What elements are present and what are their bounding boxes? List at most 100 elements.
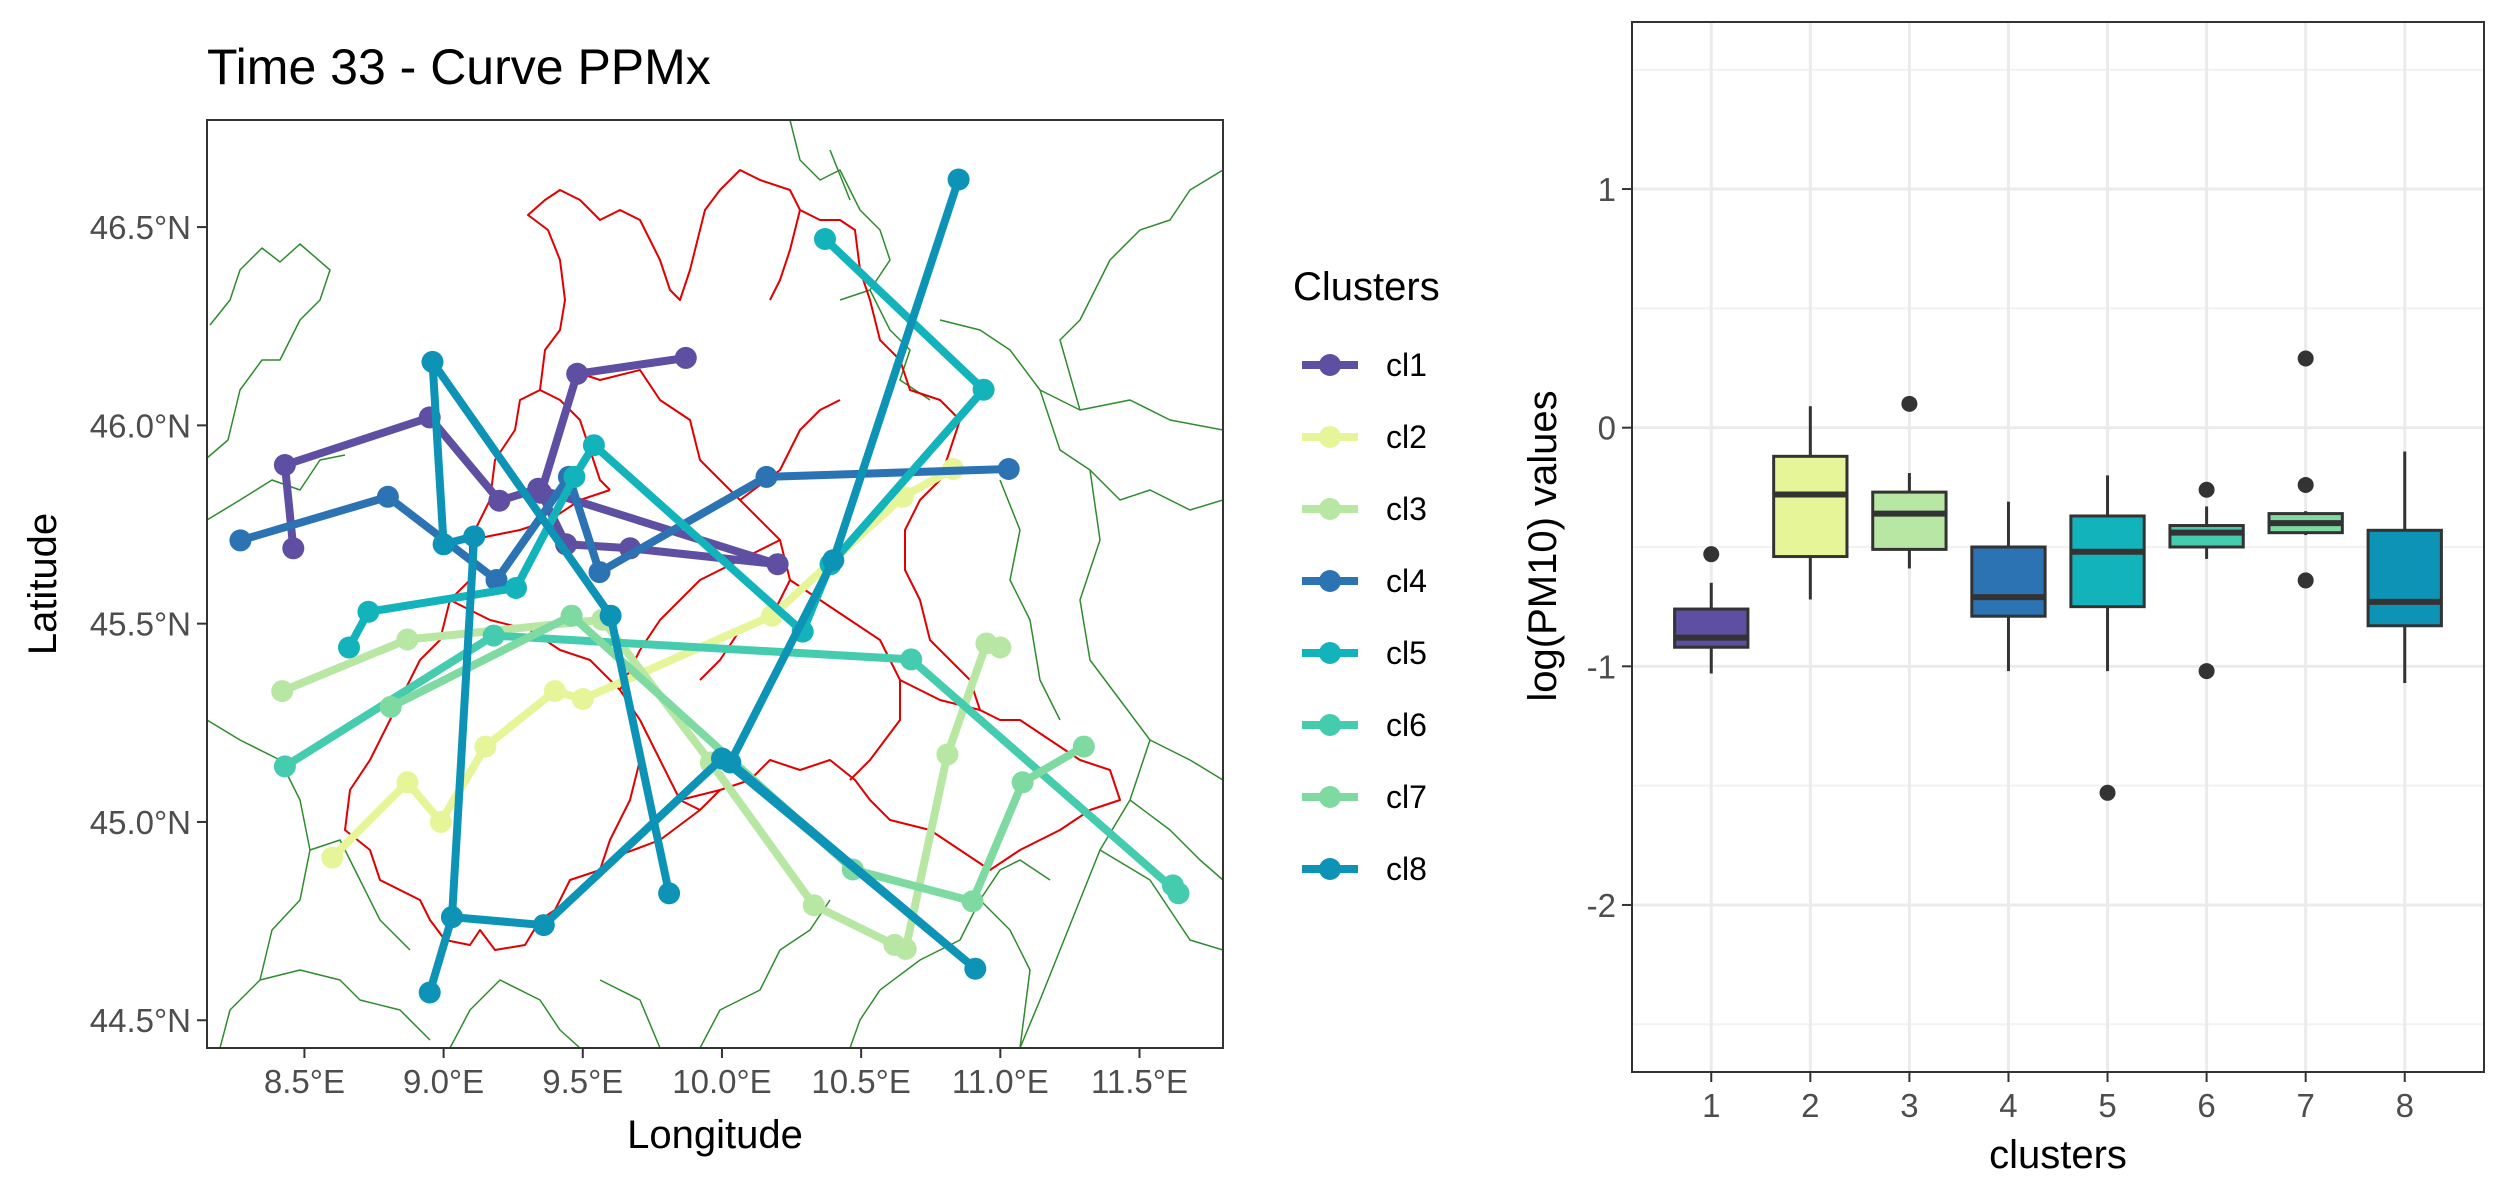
legend-key-point (1319, 786, 1341, 808)
box-iqr (1772, 454, 1849, 559)
series-point-cl6 (900, 648, 923, 671)
boxplot-x-tick-label: 3 (1900, 1087, 1918, 1124)
series-point-cl4 (588, 561, 611, 584)
box-iqr (1871, 490, 1948, 551)
legend-key-point (1319, 426, 1341, 448)
boxplot-x-tick-label: 1 (1702, 1087, 1720, 1124)
series-point-cl2 (321, 846, 344, 869)
series-line-cl8 (425, 175, 980, 997)
series-point-cl8 (463, 525, 486, 548)
series-point-cl7 (961, 890, 984, 913)
series-point-cl2 (474, 735, 497, 758)
legend-items: cl1 cl2 cl3 cl4 cl5 cl6 cl7 cl8 (1302, 347, 1427, 887)
series-point-cl8 (441, 906, 463, 929)
series-point-cl1 (282, 537, 305, 560)
map-panel-border (206, 119, 1224, 1049)
series-cl8 (418, 168, 987, 1004)
map-x-axis: 8.5°E 9.0°E 9.5°E 10.0°E 10.5°E 11.0°E 11.5°E (264, 1048, 1188, 1100)
boxplot-y-tick-label: 0 (1598, 410, 1616, 447)
map-y-tick-label: 44.5°N (90, 1002, 191, 1039)
series-point-cl1 (566, 362, 589, 385)
series-point-cl8 (822, 549, 845, 572)
boxplot-y-tick-label: -1 (1587, 648, 1616, 685)
box-cluster-3 (1871, 395, 1948, 569)
legend-item-cl4: cl4 (1302, 563, 1427, 599)
map-x-tick-label: 11.0°E (952, 1063, 1049, 1100)
series-point-cl8 (599, 604, 622, 627)
series-point-cl8 (964, 957, 987, 980)
legend-key-point (1319, 858, 1341, 880)
series-point-cl4 (229, 529, 252, 552)
series-cl5 (338, 228, 995, 659)
series-point-cl1 (674, 346, 697, 369)
province-borders (207, 120, 1223, 1048)
legend-key-point (1319, 354, 1341, 376)
legend-label: cl1 (1386, 347, 1427, 383)
series-point-cl4 (485, 569, 508, 591)
series-point-cl8 (432, 533, 455, 556)
map-y-axis: 44.5°N 45.0°N 45.5°N 46.0°N 46.5°N (90, 209, 207, 1039)
box-cluster-8 (2366, 451, 2443, 684)
series-point-cl6 (482, 624, 505, 647)
series-point-cl1 (766, 553, 789, 576)
box-outlier-point (2297, 350, 2314, 367)
series-point-cl6 (1161, 874, 1184, 897)
series-point-cl7 (1072, 735, 1095, 758)
series-point-cl8 (418, 981, 441, 1004)
boxplot-x-tick-label: 6 (2197, 1087, 2215, 1124)
series-point-cl4 (376, 485, 399, 508)
map-x-tick-label: 10.5°E (811, 1063, 910, 1100)
series-point-cl8 (947, 168, 970, 191)
map-y-tick-label: 46.5°N (90, 209, 191, 246)
series-point-cl5 (357, 600, 380, 623)
legend-item-cl8: cl8 (1302, 851, 1427, 887)
boxplot-x-tick-label: 5 (2098, 1087, 2116, 1124)
legend-label: cl3 (1386, 491, 1427, 527)
boxplot-x-tick-label: 7 (2296, 1087, 2314, 1124)
box-outlier-point (2297, 572, 2314, 589)
series-point-cl3 (989, 636, 1012, 659)
boxplot-x-axis: 1 2 3 4 5 6 7 8 (1702, 1072, 2414, 1124)
legend-label: cl2 (1386, 419, 1427, 455)
legend-title: Clusters (1293, 265, 1440, 309)
map-x-tick-label: 9.5°E (542, 1063, 623, 1100)
box-outlier-point (2099, 784, 2116, 801)
series-cl6 (273, 624, 1190, 905)
box-cluster-7 (2267, 350, 2344, 589)
boxplot-y-tick-label: -2 (1587, 887, 1616, 924)
box-iqr (1673, 607, 1750, 649)
map-chart: Time 33 - Curve PPMx (21, 39, 1440, 1157)
legend-label: cl7 (1386, 779, 1427, 815)
series-point-cl1 (273, 454, 296, 476)
legend-key-point (1319, 498, 1341, 520)
map-x-axis-title: Longitude (627, 1113, 803, 1157)
boxplot-chart: 1 2 3 4 5 6 7 8 1 0 -1 -2 clusters log(PM10) value… (1521, 21, 2485, 1177)
series-point-cl2 (396, 771, 419, 794)
series-point-cl8 (658, 882, 681, 905)
box-outlier-point (2198, 481, 2215, 498)
series-point-cl7 (1011, 771, 1034, 794)
map-series-layer (229, 168, 1190, 1004)
series-point-cl5 (338, 636, 360, 659)
boxplot-x-tick-label: 4 (1999, 1087, 2017, 1124)
series-point-cl3 (894, 937, 917, 960)
box-iqr (2069, 514, 2146, 609)
legend-label: cl8 (1386, 851, 1427, 887)
map-y-tick-label: 45.5°N (90, 606, 191, 643)
map-title: Time 33 - Curve PPMx (207, 39, 711, 95)
series-line-cl3 (278, 615, 1005, 953)
series-point-cl7 (379, 695, 402, 718)
series-point-cl4 (997, 458, 1020, 480)
legend-key-point (1319, 570, 1341, 592)
boxplot-marks (1673, 350, 2443, 801)
legend-item-cl2: cl2 (1302, 419, 1427, 455)
map-x-tick-label: 8.5°E (264, 1063, 345, 1100)
series-point-cl5 (814, 228, 836, 250)
box-outlier-point (2198, 663, 2215, 680)
series-point-cl8 (532, 914, 555, 937)
box-cluster-2 (1772, 406, 1849, 600)
legend-item-cl3: cl3 (1302, 491, 1427, 527)
map-x-tick-label: 11.5°E (1091, 1063, 1188, 1100)
legend-item-cl1: cl1 (1302, 347, 1427, 383)
box-outlier-point (1901, 395, 1918, 412)
